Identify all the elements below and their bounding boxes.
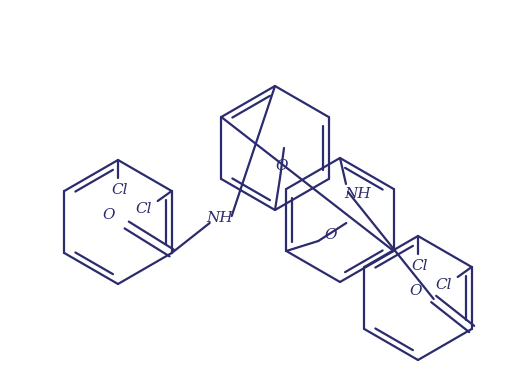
Text: Cl: Cl bbox=[412, 259, 428, 273]
Text: O: O bbox=[410, 284, 422, 298]
Text: O: O bbox=[102, 208, 115, 222]
Text: Cl: Cl bbox=[135, 202, 152, 216]
Text: O: O bbox=[324, 228, 337, 242]
Text: NH: NH bbox=[206, 211, 233, 225]
Text: O: O bbox=[276, 159, 288, 173]
Text: Cl: Cl bbox=[436, 278, 452, 292]
Text: Cl: Cl bbox=[112, 183, 128, 197]
Text: NH: NH bbox=[345, 187, 371, 201]
